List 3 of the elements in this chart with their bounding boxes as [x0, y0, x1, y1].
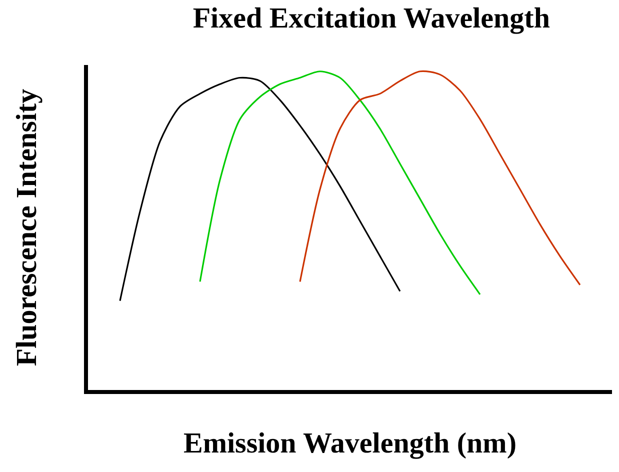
y-axis-title: Fluorescence Intensity [10, 88, 43, 366]
chart-title: Fixed Excitation Wavelength [192, 2, 550, 34]
x-axis-title: Emission Wavelength (nm) [183, 427, 517, 460]
